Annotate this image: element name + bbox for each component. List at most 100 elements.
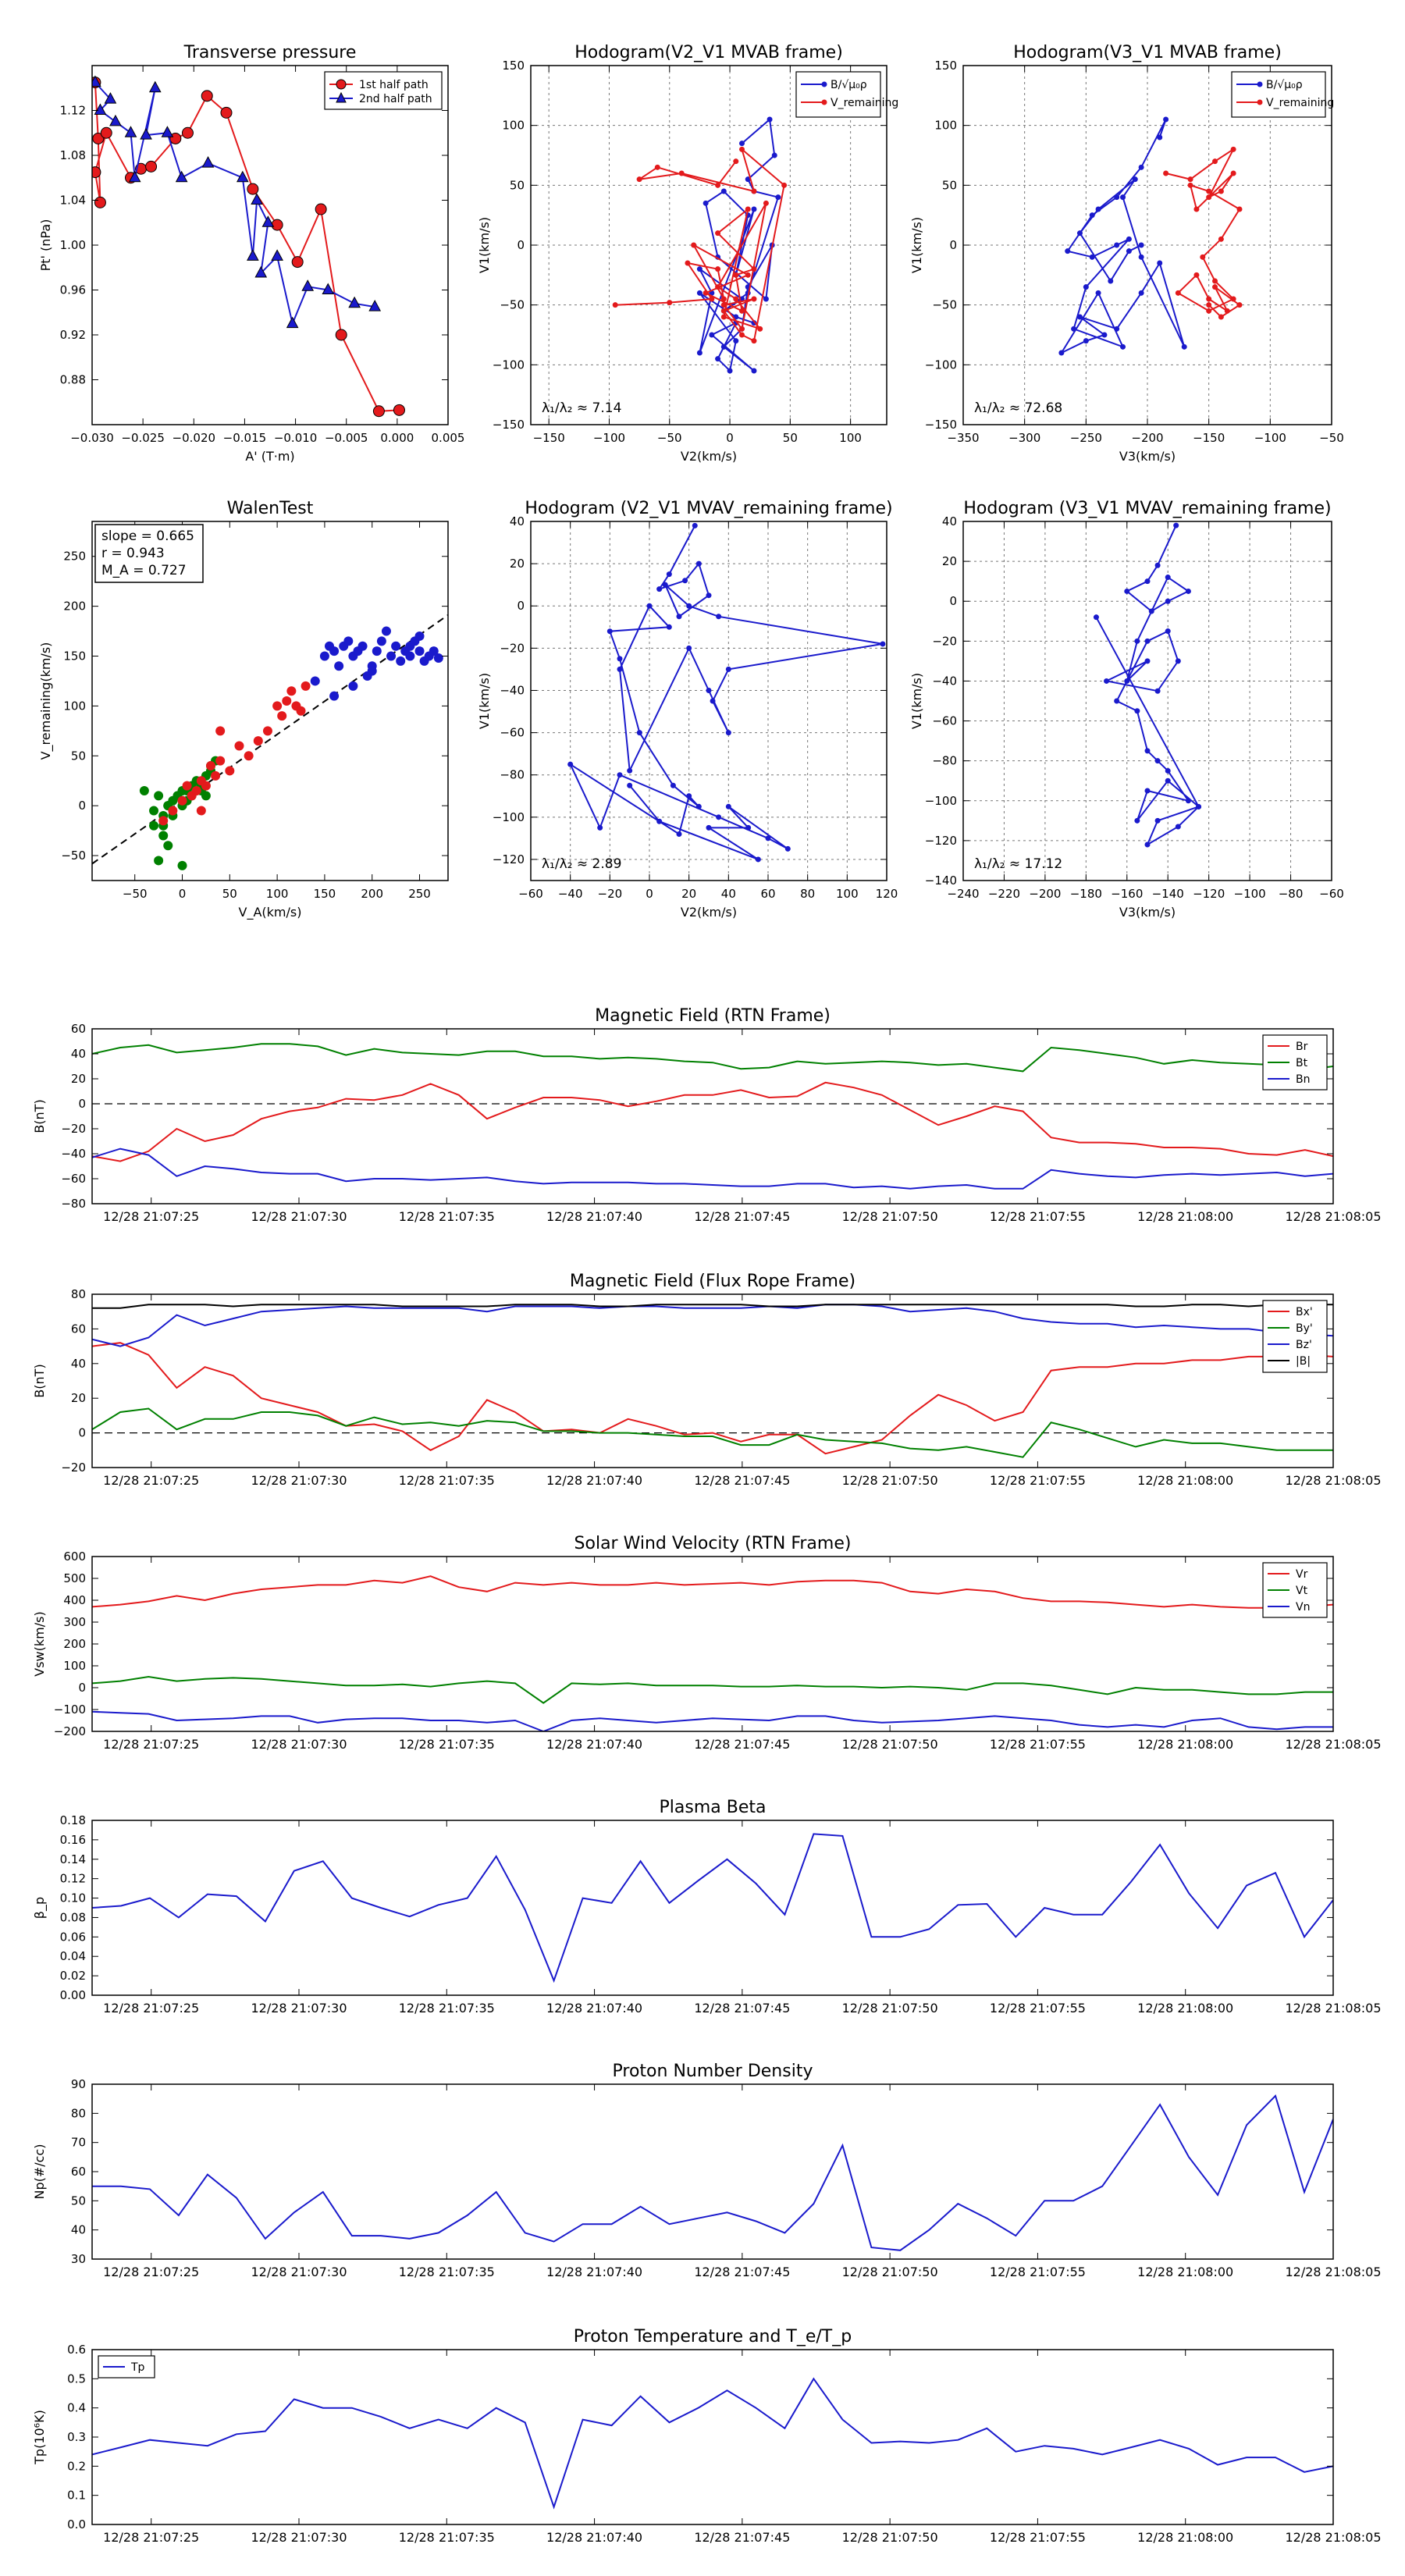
data-point xyxy=(1165,767,1171,774)
eigen-ratio-annotation: λ₁/λ₂ ≈ 7.14 xyxy=(542,400,621,416)
data-point xyxy=(1193,272,1200,278)
y-tick-label: 0 xyxy=(949,594,957,608)
y-tick-label: 0.04 xyxy=(60,1949,86,1963)
data-point xyxy=(751,206,757,212)
x-tick-label: 12/28 21:08:00 xyxy=(1137,1209,1233,1224)
data-point xyxy=(244,751,254,761)
series-2nd half path xyxy=(92,75,382,329)
data-point xyxy=(391,641,401,651)
x-tick-label: 12/28 21:08:00 xyxy=(1137,1737,1233,1752)
legend-label: B/√μ₀ρ xyxy=(831,79,867,91)
data-point xyxy=(706,824,712,831)
data-point xyxy=(433,653,443,664)
data-point xyxy=(567,761,574,767)
data-point xyxy=(676,831,682,837)
data-point xyxy=(617,666,623,672)
data-point xyxy=(177,860,187,870)
data-point xyxy=(676,614,682,620)
data-point xyxy=(1212,284,1218,290)
x-tick-label: −100 xyxy=(593,431,625,445)
data-point xyxy=(720,302,727,308)
data-point xyxy=(368,300,382,311)
y-tick-label: 1.08 xyxy=(60,148,86,162)
data-point xyxy=(158,831,169,841)
data-point xyxy=(1165,575,1171,581)
data-point xyxy=(247,249,259,261)
data-point xyxy=(691,242,697,248)
data-point xyxy=(1144,578,1151,585)
data-point xyxy=(182,781,192,791)
data-point xyxy=(1185,798,1191,804)
plot-area xyxy=(92,75,405,418)
panel-mag-flux-rope: Magnetic Field (Flux Rope Frame) 12/28 21… xyxy=(32,1272,1382,1488)
y-tick-label: −150 xyxy=(493,418,525,432)
data-point xyxy=(662,582,668,588)
y-tick-label: 0.96 xyxy=(60,283,86,297)
data-point xyxy=(667,300,673,306)
panel-hodogram-v2v1-mvab: Hodogram(V2_V1 MVAB frame) −150 −100 −50 0 50… xyxy=(477,43,898,464)
x-tick-label: 12/28 21:07:45 xyxy=(694,2001,790,2016)
x-tick-label: 12/28 21:07:55 xyxy=(990,2001,1086,2016)
series-By' xyxy=(92,1407,1333,1458)
legend-label: 2nd half path xyxy=(359,93,432,105)
x-tick-label: 12/28 21:07:35 xyxy=(399,1737,495,1752)
data-point xyxy=(880,641,886,647)
data-point xyxy=(343,636,354,646)
panel-transverse-pressure: Transverse pressure −0.030 −0.025 −0.020 −0.… xyxy=(38,43,464,464)
data-point xyxy=(1157,260,1163,266)
data-point xyxy=(215,756,226,766)
x-tick-label: 12/28 21:07:40 xyxy=(546,1209,642,1224)
plot-area xyxy=(1093,522,1202,848)
data-point xyxy=(251,193,263,205)
data-point xyxy=(1095,206,1101,212)
data-point xyxy=(1114,698,1120,704)
x-tick-label: 12/28 21:07:40 xyxy=(546,1737,642,1752)
x-tick-label: 12/28 21:07:50 xyxy=(842,2001,938,2016)
data-point xyxy=(733,296,739,302)
x-tick-label: −0.015 xyxy=(223,431,267,445)
data-point xyxy=(163,841,173,851)
legend-label: Tp xyxy=(130,2361,145,2374)
data-point xyxy=(716,814,722,820)
legend-label: Vr xyxy=(1296,1568,1308,1581)
plot-area xyxy=(92,1833,1333,1984)
data-point xyxy=(1138,242,1144,248)
series-B/√μ₀ρ xyxy=(696,116,781,374)
x-tick-label: 12/28 21:07:55 xyxy=(990,2530,1086,2545)
data-point xyxy=(1218,236,1224,242)
y-tick-label: −40 xyxy=(500,683,525,697)
x-tick-label: 12/28 21:07:30 xyxy=(251,2530,347,2545)
data-point xyxy=(733,272,739,278)
data-point xyxy=(739,146,745,152)
y-tick-label: 0.00 xyxy=(60,1988,86,2002)
x-tick-label: 12/28 21:08:05 xyxy=(1285,2530,1381,2545)
x-tick-label: −350 xyxy=(947,431,979,445)
x-tick-label: 12/28 21:07:50 xyxy=(842,1209,938,1224)
y-tick-label: 0 xyxy=(517,599,525,613)
y-tick-label: −40 xyxy=(61,1147,86,1161)
y-tick-label: 200 xyxy=(63,600,86,614)
x-tick-label: 250 xyxy=(408,887,431,901)
y-tick-label: 0.08 xyxy=(60,1910,86,1924)
data-point xyxy=(175,170,188,183)
data-point xyxy=(1163,170,1169,176)
data-point xyxy=(1093,614,1099,621)
data-point xyxy=(296,706,306,716)
data-point xyxy=(771,152,777,158)
x-tick-label: 12/28 21:07:45 xyxy=(694,2265,790,2279)
data-point xyxy=(1126,248,1132,254)
y-tick-label: −120 xyxy=(493,852,525,866)
x-tick-label: 0 xyxy=(726,431,734,445)
y-tick-label: 50 xyxy=(510,178,525,192)
axes-frame xyxy=(91,2349,1334,2525)
data-point xyxy=(784,845,791,852)
x-tick-label: 40 xyxy=(721,887,736,901)
y-tick-label: 20 xyxy=(71,1072,86,1086)
data-point xyxy=(310,676,320,686)
data-point xyxy=(301,279,315,291)
data-point xyxy=(751,296,757,302)
axes-frame xyxy=(91,1556,1334,1732)
y-axis-label: V1(km/s) xyxy=(909,217,924,273)
y-tick-label: 0.06 xyxy=(60,1930,86,1944)
data-point xyxy=(751,368,757,374)
